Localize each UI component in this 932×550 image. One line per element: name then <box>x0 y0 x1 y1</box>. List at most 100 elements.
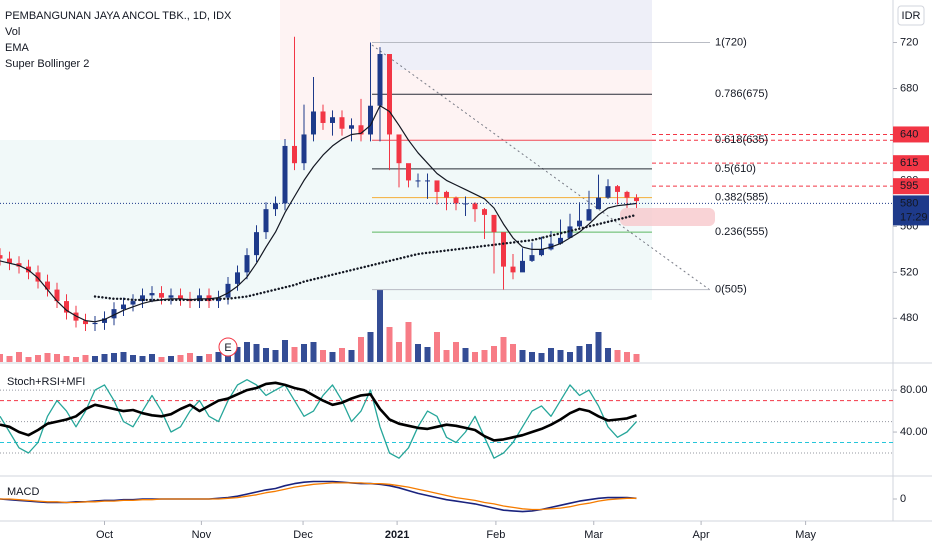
volume-bar <box>595 332 602 362</box>
volume-bar <box>253 344 260 362</box>
volume-bar <box>35 355 41 362</box>
candle-body <box>501 232 506 267</box>
volume-bar <box>139 356 146 362</box>
candle-body <box>387 54 392 135</box>
series-line <box>0 379 637 459</box>
series-line <box>93 213 638 302</box>
volume-bar <box>92 356 98 362</box>
fib-label: 0.236(555) <box>715 226 768 238</box>
volume-bar <box>16 352 22 362</box>
volume-bar <box>614 350 621 362</box>
series-line <box>0 482 637 511</box>
volume-bar <box>576 346 583 362</box>
candle-body <box>301 134 307 164</box>
candle-body <box>605 186 611 198</box>
y-tick-label: 680 <box>900 82 918 94</box>
volume-bar <box>586 344 592 362</box>
volume-bar <box>396 342 402 362</box>
event-marker <box>218 337 238 357</box>
fib-label: 0(505) <box>715 284 747 296</box>
volume-bar <box>310 342 317 362</box>
y-tick-label: 480 <box>900 312 918 324</box>
candle-body <box>64 301 69 313</box>
volume-bar <box>329 352 336 362</box>
volume-bar <box>6 356 13 362</box>
volume-bar <box>320 350 326 362</box>
currency-button[interactable] <box>897 5 925 26</box>
volume-bar <box>500 337 507 362</box>
volume-bar <box>462 348 469 362</box>
projection-zone <box>620 208 715 226</box>
candle-body <box>529 255 535 261</box>
price-tag-time: 17:29 <box>900 211 928 223</box>
volume-bar <box>472 352 478 362</box>
y-tick-label: 520 <box>900 266 918 278</box>
candle-body <box>558 237 563 244</box>
volume-bar <box>101 354 108 362</box>
volume-bar <box>605 348 611 362</box>
candle-body <box>425 180 430 182</box>
candle-body <box>586 209 592 221</box>
volume-bar <box>149 354 155 362</box>
price-tag-label: 640 <box>900 128 918 140</box>
price-tag-label: 595 <box>900 180 918 192</box>
volume-bar <box>73 357 79 362</box>
candle-body <box>358 125 364 135</box>
volume-bar <box>272 350 279 362</box>
candle-body <box>216 297 221 302</box>
candle-body <box>510 266 516 273</box>
candle-body <box>444 191 449 198</box>
candle-body <box>121 304 126 310</box>
candle-body <box>415 180 421 182</box>
candle-body <box>349 125 354 129</box>
fib-label: 0.618(635) <box>715 134 768 146</box>
price-tag-label: 615 <box>900 157 918 169</box>
candle-body <box>330 117 335 123</box>
y-tick-label: 0 <box>900 493 906 505</box>
volume-bar <box>415 344 421 362</box>
x-tick-label: Mar <box>584 529 603 541</box>
volume-bar <box>443 350 450 362</box>
volume-bar <box>196 356 203 362</box>
volume-bar <box>244 342 250 362</box>
candle-body <box>159 293 164 298</box>
volume-bar <box>424 347 431 362</box>
volume-bar <box>206 354 212 362</box>
candle-body <box>520 260 525 273</box>
volume-bar <box>263 348 269 362</box>
volume-bar <box>54 354 60 362</box>
candle-body <box>615 186 620 192</box>
fib-label: 0.786(675) <box>715 88 768 100</box>
y-tick-label: 720 <box>900 36 918 48</box>
candle-body <box>92 322 98 325</box>
candle-body <box>406 163 411 181</box>
candle-body <box>596 197 601 210</box>
candle-body <box>45 281 50 290</box>
volume-bar <box>481 350 488 362</box>
candle-body <box>320 111 326 123</box>
candle-body <box>149 293 155 296</box>
candle-body <box>539 249 544 256</box>
volume-bar <box>358 337 364 362</box>
volume-bar <box>44 353 51 362</box>
volume-bar <box>177 355 184 362</box>
volume-bar <box>111 353 117 362</box>
x-tick-label: Nov <box>192 529 212 541</box>
price-tag <box>893 178 929 195</box>
volume-bar <box>130 355 136 362</box>
event-label: E <box>224 342 231 354</box>
band-area <box>0 140 652 300</box>
currency-label[interactable]: IDR <box>902 10 921 22</box>
volume-bar <box>158 357 165 362</box>
volume-bar <box>168 356 174 362</box>
fib-label: 0.5(610) <box>715 163 756 175</box>
volume-bar <box>82 355 89 362</box>
series-line <box>0 105 637 323</box>
volume-bar <box>291 347 298 362</box>
candle-body <box>368 105 373 135</box>
y-tick-label: 80.00 <box>900 384 928 396</box>
candle-body <box>634 197 639 202</box>
y-tick-label: 40.00 <box>900 426 928 438</box>
price-tag-label: 580 <box>900 197 918 209</box>
